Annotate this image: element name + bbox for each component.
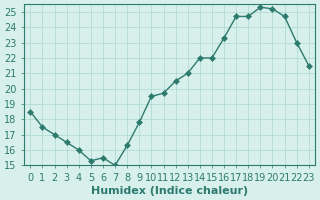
X-axis label: Humidex (Indice chaleur): Humidex (Indice chaleur) <box>91 186 248 196</box>
